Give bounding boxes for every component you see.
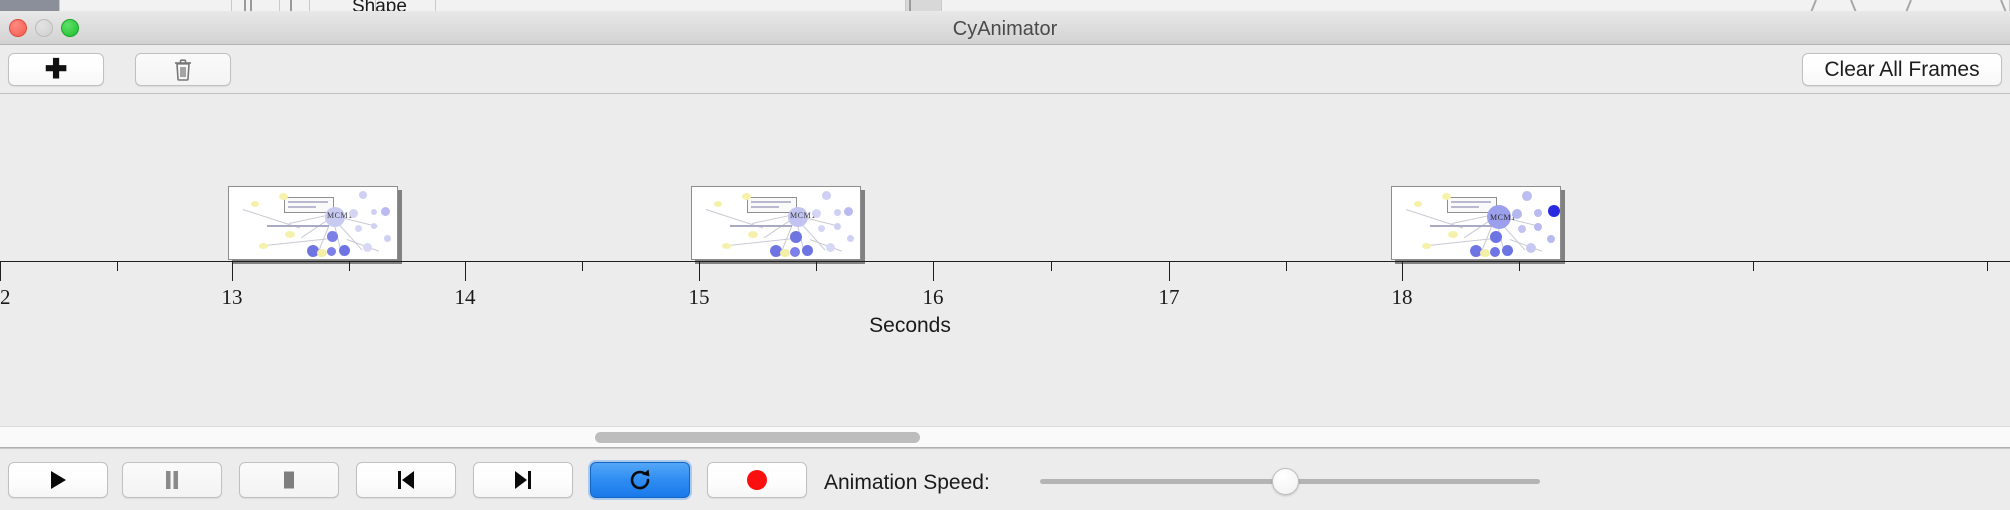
frame-node-label-1: MCM1 [327, 211, 353, 220]
stop-button[interactable] [239, 462, 339, 498]
bg-window-text: Shape [352, 0, 407, 12]
frame-node-label-2: MCM1 [790, 211, 816, 220]
skip-to-start-button[interactable] [356, 462, 456, 498]
axis-tick-minor-6 [1519, 261, 1520, 271]
axis-tick-major-18 [1402, 261, 1403, 281]
animation-speed-label: Animation Speed: [824, 471, 990, 494]
timeline-scrollbar-thumb[interactable] [595, 432, 920, 443]
axis-tick-label-18: 18 [1391, 285, 1413, 309]
axis-tick-label-14: 14 [454, 285, 476, 309]
axis-tick-minor-3 [816, 261, 817, 271]
timeline-frame-1[interactable]: MCM1 [228, 186, 398, 260]
axis-tick-label-13: 13 [221, 285, 243, 309]
clear-all-frames-button[interactable]: Clear All Frames [1802, 53, 2002, 86]
stop-icon [284, 471, 294, 489]
bg-glyph-3 [290, 0, 292, 11]
timeline-frame-2[interactable]: MCM1 [691, 186, 861, 260]
axis-tick-minor-0 [117, 261, 118, 271]
bg-tab-7 [906, 0, 942, 11]
minimize-window-button[interactable] [35, 19, 53, 37]
bg-tab-3 [280, 0, 310, 11]
axis-tick-label-15: 15 [688, 285, 710, 309]
bg-tab-4 [310, 0, 376, 11]
bg-glyph-1 [244, 0, 246, 11]
bg-tab-dark [0, 0, 60, 11]
axis-tick-minor-2 [582, 261, 583, 271]
timeline-panel[interactable]: MCM1 [0, 94, 2010, 426]
axis-tick-minor-5 [1286, 261, 1287, 271]
axis-tick-minor-7 [1753, 261, 1754, 271]
pause-icon [166, 471, 178, 489]
bg-tab-2 [232, 0, 280, 11]
frame-node-label-3: MCM1 [1490, 213, 1516, 222]
axis-tick-minor-1 [349, 261, 350, 271]
maximize-window-button[interactable] [61, 19, 79, 37]
loop-button[interactable] [590, 462, 690, 498]
frame-thumbnail-network-2: MCM1 [692, 187, 860, 259]
timeline-frame-3[interactable]: MCM1 [1391, 186, 1561, 260]
bg-tab-1 [60, 0, 232, 11]
skip-back-icon [398, 471, 414, 489]
playback-controls-bar: Animation Speed: [0, 448, 2010, 510]
pause-button[interactable] [122, 462, 222, 498]
axis-tick-major-14 [465, 261, 466, 281]
record-button[interactable] [707, 462, 807, 498]
window-titlebar: CyAnimator [0, 11, 2010, 45]
bg-tab-6 [436, 0, 906, 11]
axis-tick-minor-8 [1987, 261, 1988, 271]
frame-toolbar: ✚ Clear All Frames [0, 45, 2010, 94]
record-icon [747, 470, 767, 490]
frame-thumbnail-network-1: MCM1 [229, 187, 397, 259]
axis-tick-major-12 [0, 261, 1, 281]
axis-title: Seconds [869, 314, 951, 337]
axis-tick-major-15 [699, 261, 700, 281]
skip-to-end-button[interactable] [473, 462, 573, 498]
traffic-light-group [9, 19, 79, 37]
window-title: CyAnimator [952, 18, 1058, 40]
clear-all-frames-label: Clear All Frames [1824, 57, 1980, 81]
axis-tick-major-16 [933, 261, 934, 281]
axis-tick-major-13 [232, 261, 233, 281]
axis-tick-label-12: 12 [0, 285, 11, 309]
animation-speed-slider[interactable] [1040, 468, 1540, 495]
axis-tick-major-17 [1169, 261, 1170, 281]
axis-tick-label-17: 17 [1158, 285, 1180, 309]
timeline-scrollbar[interactable] [0, 426, 2010, 448]
bg-glyph-4 [909, 0, 911, 11]
trash-icon [175, 58, 191, 81]
frame-thumbnail-network-3: MCM1 [1392, 187, 1560, 259]
skip-forward-icon [515, 471, 531, 489]
loop-icon [630, 469, 650, 490]
close-window-button[interactable] [9, 19, 27, 37]
bg-tab-5 [376, 0, 436, 11]
cyanimator-window: CyAnimator ✚ Clear All Frames [0, 11, 2010, 510]
play-icon [51, 471, 66, 489]
add-frame-button[interactable]: ✚ [8, 53, 104, 86]
timeline-axis [0, 261, 2010, 262]
axis-tick-minor-4 [1051, 261, 1052, 271]
delete-frame-button[interactable] [135, 53, 231, 86]
animation-speed-thumb[interactable] [1272, 468, 1299, 495]
plus-icon: ✚ [44, 54, 68, 84]
play-button[interactable] [8, 462, 108, 498]
bg-glyph-2 [250, 0, 252, 11]
axis-tick-label-16: 16 [922, 285, 944, 309]
